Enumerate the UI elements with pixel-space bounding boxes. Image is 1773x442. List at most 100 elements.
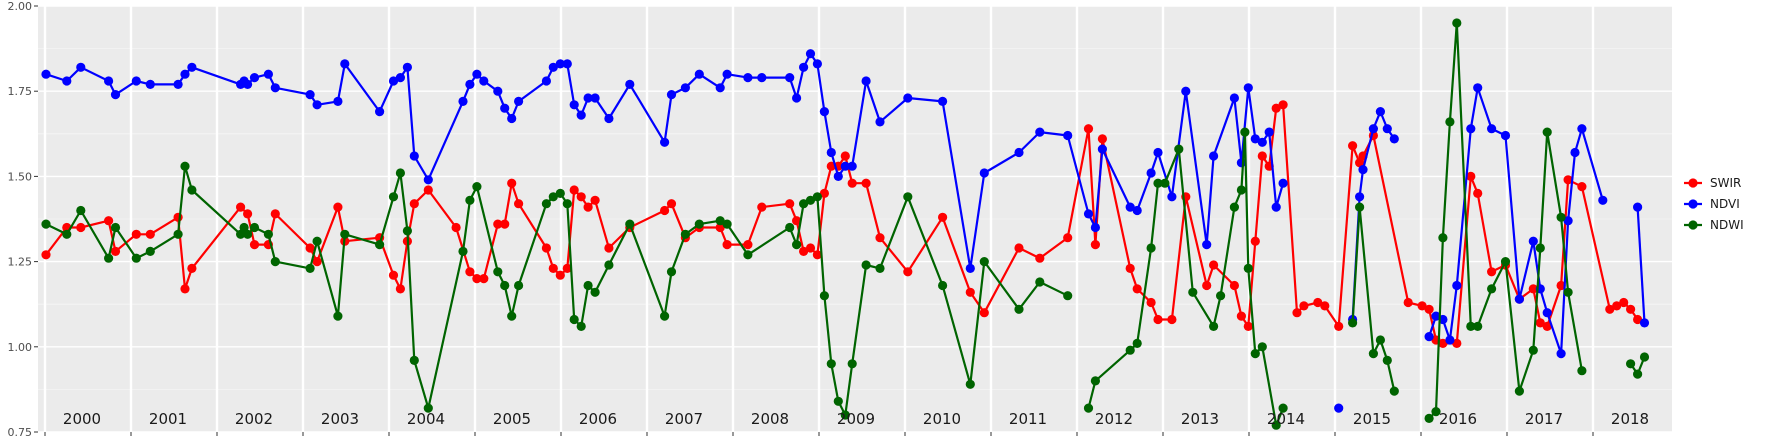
x-axis	[44, 432, 1594, 436]
ndvi-point	[472, 69, 482, 79]
ndvi-point	[1514, 294, 1524, 304]
ndwi-point	[1445, 117, 1455, 127]
swir-point	[805, 243, 816, 253]
ndwi-point	[465, 195, 475, 205]
legend-label: NDWI	[1710, 218, 1744, 232]
swir-point	[1563, 175, 1573, 185]
ndwi-point	[1257, 342, 1267, 352]
ndvi-point	[1445, 335, 1455, 345]
swir-point	[1125, 263, 1135, 273]
swir-point	[1528, 284, 1538, 294]
ndvi-point	[1375, 107, 1385, 117]
ndvi-point	[1146, 168, 1156, 178]
ndvi-point	[1570, 147, 1580, 158]
ndwi-point	[402, 226, 412, 236]
swir-point	[1014, 243, 1024, 253]
year-label: 2004	[407, 410, 445, 428]
series-layer	[41, 18, 1650, 430]
ndwi-point	[903, 192, 913, 202]
swir-point	[1612, 301, 1622, 311]
swir-point	[1417, 301, 1427, 311]
ndwi-point	[1452, 18, 1462, 28]
swir-point	[41, 250, 51, 260]
y-tick-label: 1.50	[8, 170, 33, 183]
ndwi-point	[590, 287, 600, 297]
ndvi-point	[743, 73, 753, 83]
ndwi-point	[395, 168, 405, 178]
ndwi-point	[1577, 366, 1587, 376]
swir-point	[743, 240, 753, 250]
ndvi-point	[409, 151, 419, 161]
major-gridlines	[38, 5, 1672, 433]
swir-point	[131, 229, 141, 239]
ndvi-point	[465, 79, 475, 89]
ndvi-point	[666, 90, 677, 100]
ndvi-point	[187, 62, 197, 72]
swir-point	[507, 178, 517, 188]
swir-point	[1209, 260, 1219, 270]
ndvi-point	[41, 69, 51, 79]
swir-point	[569, 185, 579, 195]
swir-point	[173, 212, 183, 222]
ndvi-point	[1452, 280, 1462, 291]
year-labels: 2000 2001 2002 2003 2004 2005 2006 2007 2008 2009…	[63, 410, 1649, 428]
ndvi-point	[479, 76, 489, 86]
ndvi-point	[826, 147, 836, 158]
swir-point	[979, 308, 989, 318]
ndwi-point	[819, 291, 830, 301]
ndwi-point	[131, 253, 141, 263]
ndwi-point	[1271, 420, 1281, 430]
swir-point	[812, 250, 823, 260]
swir-point	[1348, 141, 1358, 151]
swir-point	[965, 287, 975, 297]
legend-label: SWIR	[1710, 176, 1741, 190]
ndwi-point	[583, 280, 593, 291]
ndvi-point	[458, 96, 468, 106]
ndvi-point	[569, 100, 579, 110]
ndwi-point	[1348, 318, 1358, 328]
ndvi-point	[110, 90, 121, 100]
ndwi-point	[1542, 127, 1552, 137]
swir-point	[590, 195, 600, 205]
ndwi-point	[1473, 321, 1483, 331]
ndwi-point	[173, 229, 183, 239]
ndvi-point	[680, 83, 691, 93]
ndwi-point	[562, 199, 572, 209]
legend-key-point	[1688, 220, 1698, 230]
ndwi-point	[1563, 287, 1573, 297]
ndvi-point	[1097, 144, 1107, 154]
ndwi-point	[1535, 243, 1545, 253]
swir-point	[1090, 240, 1100, 250]
y-axis: 0.75 1.00 1.25 1.50 1.75 2.00	[8, 0, 38, 439]
ndwi-point	[1438, 233, 1448, 243]
ndvi-point	[173, 79, 183, 89]
y-tick-label: 1.75	[8, 85, 33, 98]
ndvi-point	[757, 73, 767, 83]
ndwi-point	[548, 192, 558, 202]
ndwi-point	[555, 188, 565, 198]
ndwi-point	[110, 222, 121, 233]
swir-point	[1229, 280, 1239, 291]
year-label: 2002	[235, 410, 273, 428]
ndvi-point	[1271, 202, 1281, 212]
year-label: 2013	[1181, 410, 1219, 428]
swir-point	[785, 199, 795, 209]
ndvi-point	[1639, 318, 1650, 328]
year-label: 2018	[1611, 410, 1649, 428]
ndwi-point	[979, 257, 989, 267]
ndvi-point	[104, 76, 114, 86]
year-label: 2005	[493, 410, 531, 428]
ndwi-point	[1125, 345, 1135, 355]
swir-point	[799, 246, 809, 256]
ndvi-point	[1355, 192, 1365, 202]
year-label: 2006	[579, 410, 617, 428]
swir-point	[1626, 304, 1636, 314]
ndvi-point	[604, 113, 614, 124]
ndvi-point	[1264, 127, 1274, 137]
ndwi-point	[1153, 178, 1163, 188]
ndvi-point	[840, 161, 850, 171]
ndwi-point	[576, 321, 586, 331]
y-tick-label: 1.00	[8, 341, 33, 354]
ndwi-point	[1243, 263, 1253, 273]
ndvi-point	[722, 69, 732, 79]
